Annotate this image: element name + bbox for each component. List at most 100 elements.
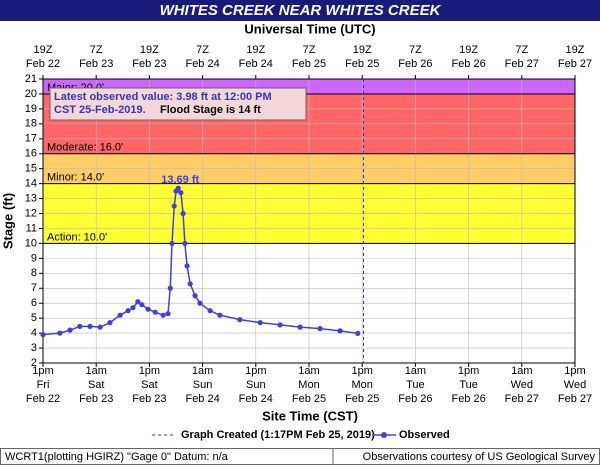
data-point xyxy=(355,330,361,337)
data-point xyxy=(277,322,283,328)
x2-tick-label: 7Z xyxy=(409,44,422,56)
x2-tick-label: 7Z xyxy=(90,44,103,56)
y-tick-label: 15 xyxy=(25,163,37,175)
y-axis-title: Stage (ft) xyxy=(0,193,15,249)
y-tick-label: 18 xyxy=(25,118,37,130)
x2-tick-label: Feb 23 xyxy=(79,58,113,70)
x2-tick-label: Feb 25 xyxy=(345,58,379,70)
data-point xyxy=(87,323,93,329)
data-point xyxy=(192,293,198,299)
y-tick-label: 2 xyxy=(31,357,37,369)
data-point xyxy=(217,312,223,318)
x-tick-label: Sat xyxy=(141,379,158,391)
x2-tick-label: Feb 26 xyxy=(398,58,432,70)
annotation-text: CST 25-Feb-2019. xyxy=(54,104,146,116)
x-tick-label: 1pm xyxy=(245,365,266,377)
annotation-text: Latest observed value: 3.98 ft at 12:00 … xyxy=(54,91,272,103)
data-point xyxy=(125,308,131,314)
x2-tick-label: Feb 25 xyxy=(292,58,326,70)
data-point xyxy=(67,327,73,333)
x-tick-label: 1am xyxy=(405,365,426,377)
chart-title: WHITES CREEK NEAR WHITES CREEK xyxy=(160,2,442,19)
y-tick-label: 13 xyxy=(25,192,37,204)
data-point xyxy=(180,210,186,217)
data-point xyxy=(139,302,145,308)
y-tick-label: 20 xyxy=(25,88,37,100)
x2-tick-label: Feb 27 xyxy=(558,58,592,70)
footer-left: WCRT1(plotting HGIRZ) "Gage 0" Datum: n/… xyxy=(5,451,229,463)
x-tick-label: Feb 24 xyxy=(239,393,273,405)
x2-tick-label: 19Z xyxy=(459,44,478,56)
x2-tick-label: 19Z xyxy=(566,44,585,56)
x-tick-label: Feb 25 xyxy=(345,393,379,405)
x-tick-label: 1pm xyxy=(458,365,479,377)
data-point xyxy=(57,330,63,336)
x2-tick-label: 19Z xyxy=(246,44,265,56)
data-point xyxy=(169,240,175,247)
data-point xyxy=(182,240,188,247)
data-point xyxy=(40,332,46,338)
x-tick-label: Feb 23 xyxy=(132,393,166,405)
annotation-box xyxy=(49,87,307,121)
data-point xyxy=(97,324,103,330)
data-point xyxy=(130,305,136,311)
x-tick-label: 1am xyxy=(511,365,532,377)
legend-label: Observed xyxy=(399,429,450,441)
y-tick-label: 17 xyxy=(25,133,37,145)
data-point xyxy=(152,309,158,315)
x2-tick-label: 19Z xyxy=(34,44,53,56)
flood-label: Action: 10.0' xyxy=(47,231,107,243)
annotation-flood-stage: Flood Stage is 14 ft xyxy=(160,104,261,116)
x2-tick-label: Feb 26 xyxy=(451,58,485,70)
x2-tick-label: 19Z xyxy=(140,44,159,56)
data-point xyxy=(175,185,181,191)
data-point xyxy=(297,324,303,330)
data-point xyxy=(207,308,213,314)
x-tick-label: Feb 24 xyxy=(185,393,219,405)
x-tick-label: Sat xyxy=(88,379,105,391)
y-tick-label: 16 xyxy=(25,148,37,160)
x2-tick-label: Feb 23 xyxy=(132,58,166,70)
x-tick-label: 1am xyxy=(192,365,213,377)
data-point xyxy=(167,285,173,291)
x-tick-label: Wed xyxy=(564,379,586,391)
data-point xyxy=(165,311,171,317)
x-tick-label: Sun xyxy=(193,379,213,391)
x-axis-title: Site Time (CST) xyxy=(262,408,358,423)
x-tick-label: Feb 22 xyxy=(26,393,60,405)
x-tick-label: Sun xyxy=(246,379,266,391)
data-point xyxy=(135,299,141,305)
flood-label: Moderate: 16.0' xyxy=(47,142,123,154)
x-tick-label: Wed xyxy=(511,379,533,391)
data-point xyxy=(317,326,323,332)
y-tick-label: 5 xyxy=(31,312,37,324)
y-tick-label: 7 xyxy=(31,282,37,294)
y-tick-label: 6 xyxy=(31,297,37,309)
legend-created-label: Graph Created (1:17PM Feb 25, 2019) xyxy=(181,429,375,441)
data-point xyxy=(337,328,343,334)
data-point xyxy=(77,323,83,329)
x-tick-label: Feb 23 xyxy=(79,393,113,405)
x2-tick-label: Feb 24 xyxy=(185,58,219,70)
x-tick-label: Feb 25 xyxy=(292,393,326,405)
x-tick-label: 1pm xyxy=(32,365,53,377)
x-tick-label: 1pm xyxy=(564,365,585,377)
x-tick-label: Tue xyxy=(459,379,478,391)
x-tick-label: Feb 26 xyxy=(451,393,485,405)
legend-marker xyxy=(381,432,387,438)
data-point xyxy=(107,320,113,326)
x-tick-label: Tue xyxy=(406,379,425,391)
y-tick-label: 19 xyxy=(25,103,37,115)
x2-tick-label: 7Z xyxy=(515,44,528,56)
footer-right: Observations courtesy of US Geological S… xyxy=(363,451,596,463)
x2-tick-label: Feb 24 xyxy=(239,58,273,70)
data-point xyxy=(171,203,177,209)
x2-tick-label: 19Z xyxy=(353,44,372,56)
data-point xyxy=(117,312,123,318)
x-tick-label: 1pm xyxy=(351,365,372,377)
x2-tick-label: Feb 27 xyxy=(505,58,539,70)
data-point xyxy=(184,263,190,269)
x2-tick-label: 7Z xyxy=(303,44,316,56)
data-point xyxy=(145,306,151,312)
